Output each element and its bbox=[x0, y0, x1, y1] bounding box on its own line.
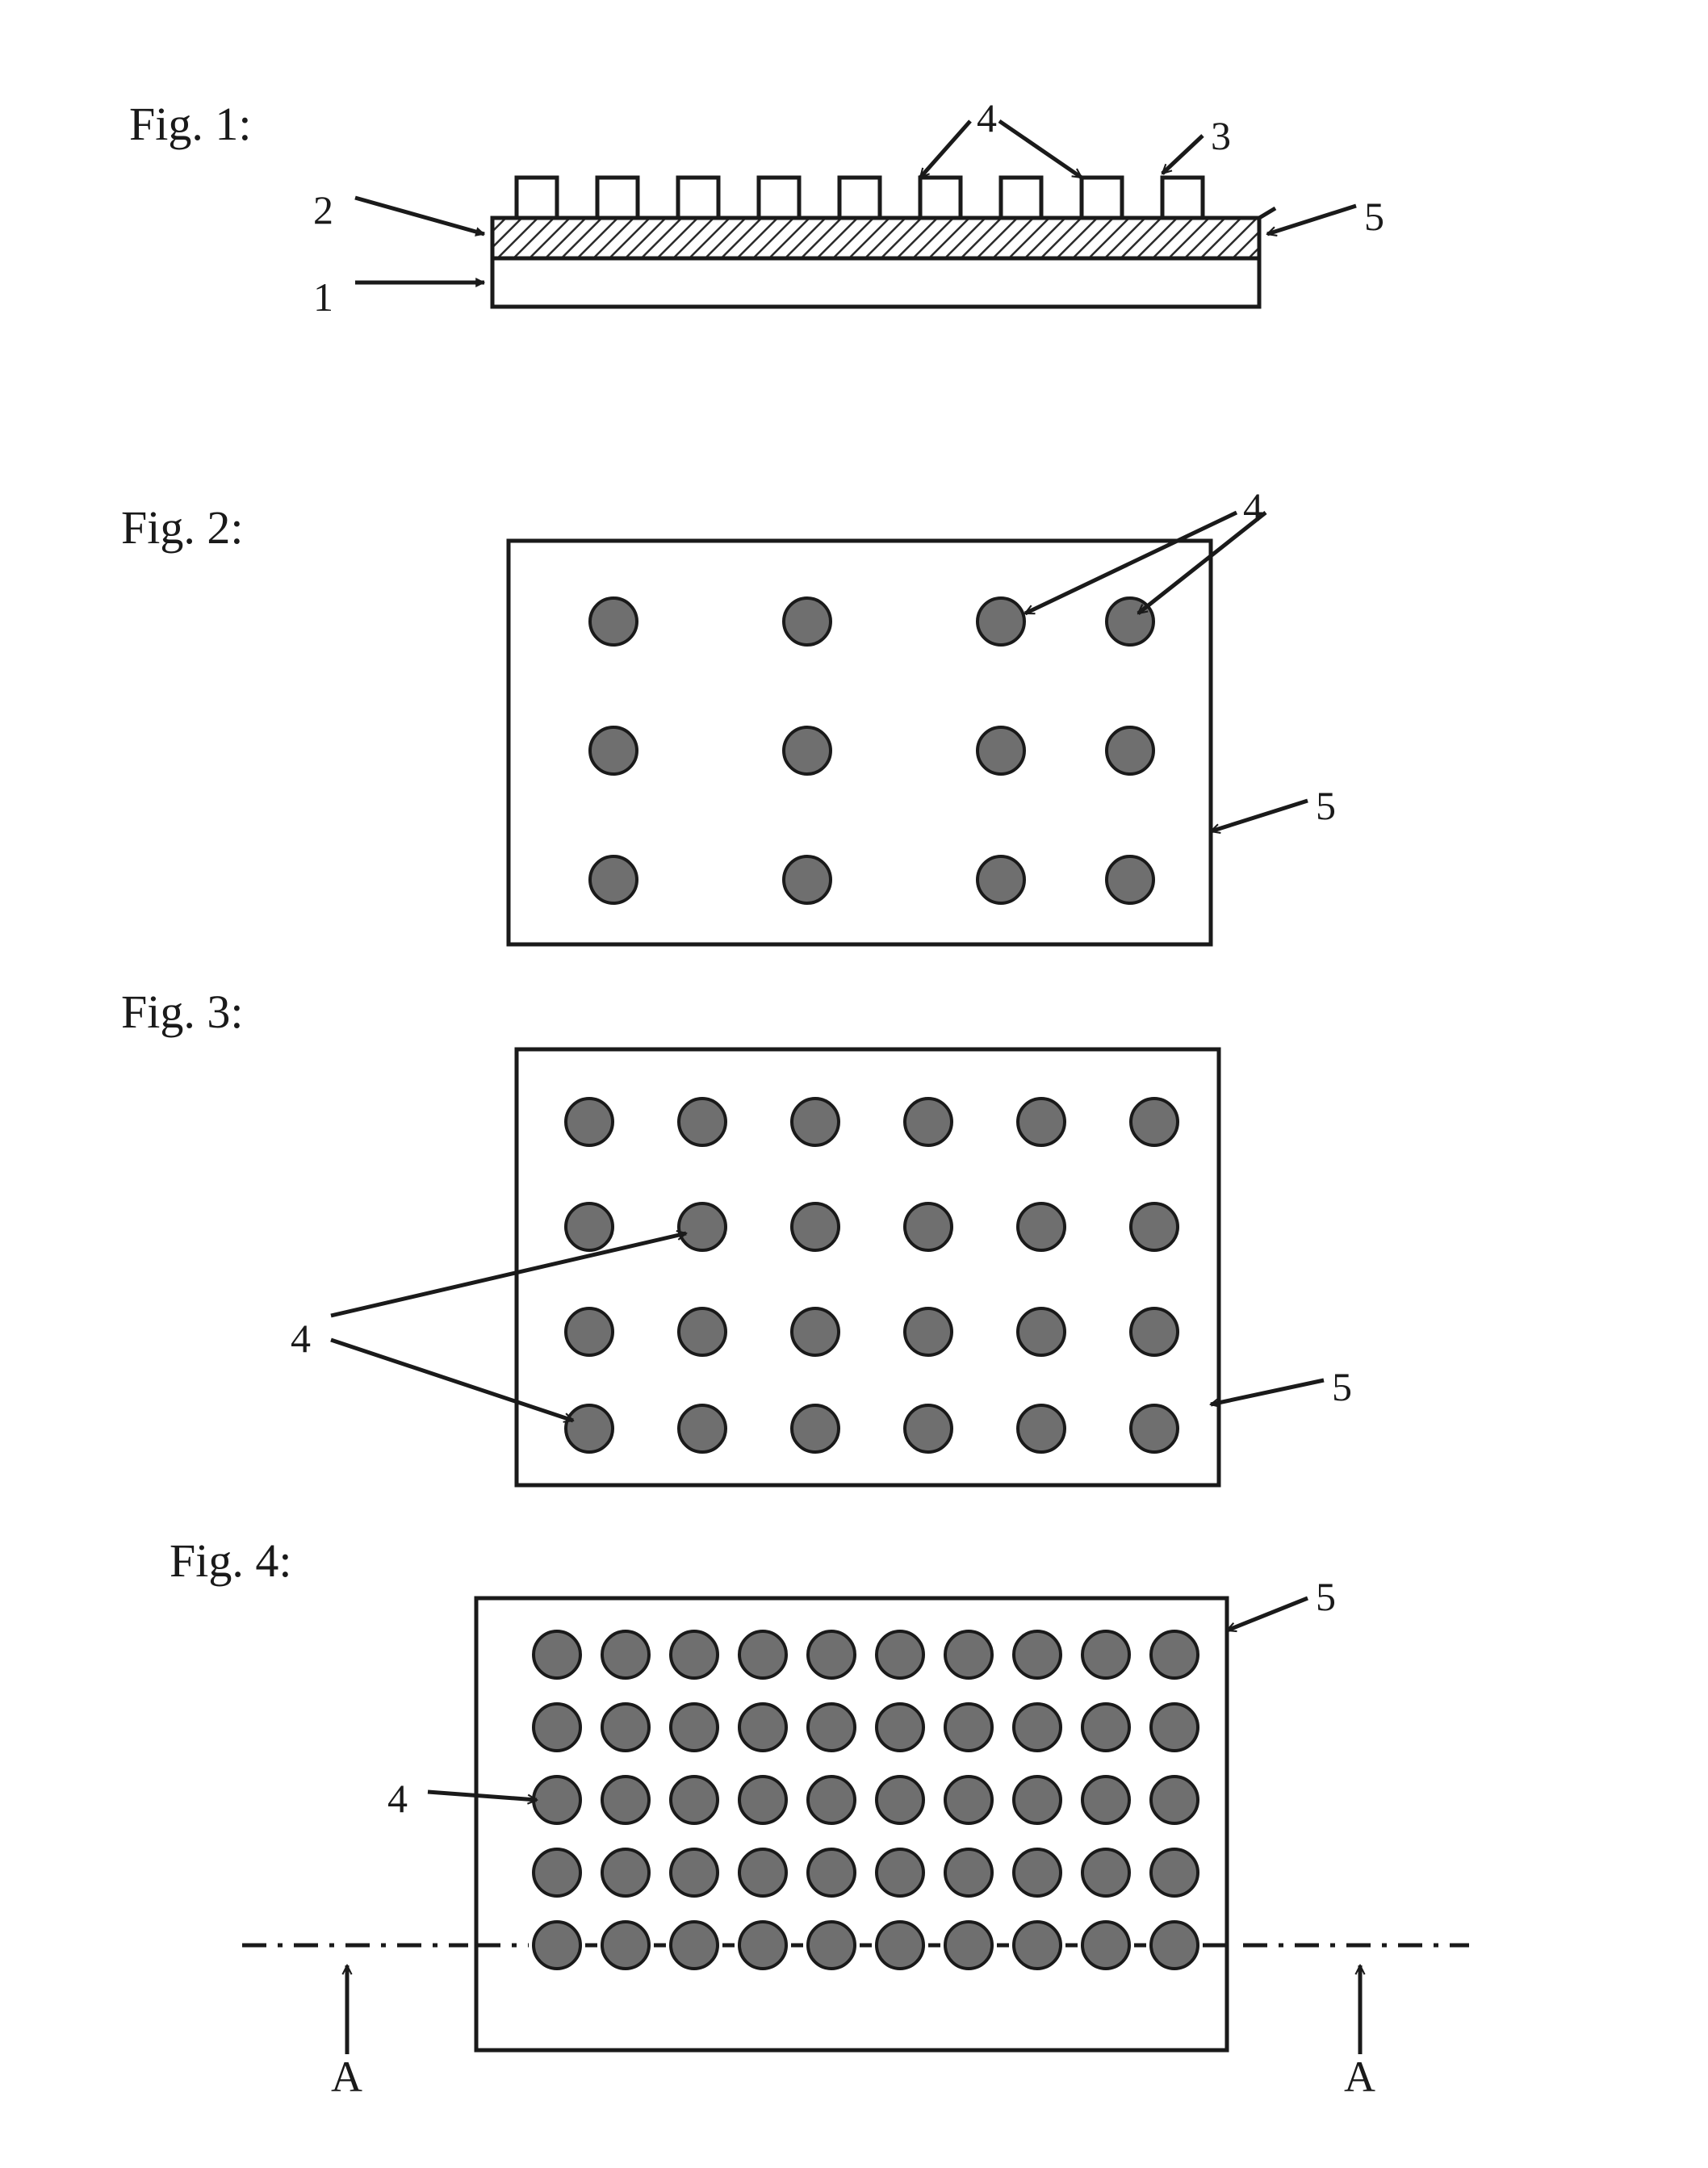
fig1-svg: 2 1 4 3 5 bbox=[250, 73, 1461, 363]
svg-text:2: 2 bbox=[313, 187, 333, 232]
fig2-label: Fig. 2: bbox=[121, 500, 244, 555]
svg-text:5: 5 bbox=[1332, 1364, 1352, 1409]
fig4-svg: A A 5 4 bbox=[161, 1550, 1534, 2115]
svg-text:5: 5 bbox=[1316, 783, 1336, 828]
svg-text:4: 4 bbox=[291, 1316, 311, 1361]
svg-text:1: 1 bbox=[313, 274, 333, 320]
fig3-svg: 45 bbox=[266, 1009, 1477, 1517]
fig3-label: Fig. 3: bbox=[121, 985, 244, 1039]
svg-text:3: 3 bbox=[1211, 113, 1231, 158]
svg-text:5: 5 bbox=[1364, 194, 1384, 239]
svg-text:4: 4 bbox=[1243, 484, 1263, 529]
svg-text:4: 4 bbox=[387, 1776, 408, 1821]
svg-text:4: 4 bbox=[977, 95, 997, 140]
svg-text:A: A bbox=[331, 2053, 362, 2101]
page-root: Fig. 1:21435Fig. 2:45Fig. 3:45Fig. 4:AA5… bbox=[0, 0, 1708, 2168]
svg-text:A: A bbox=[1344, 2053, 1375, 2101]
svg-text:5: 5 bbox=[1316, 1574, 1336, 1619]
fig1-label: Fig. 1: bbox=[129, 97, 252, 151]
fig2-svg: 45 bbox=[404, 484, 1453, 952]
